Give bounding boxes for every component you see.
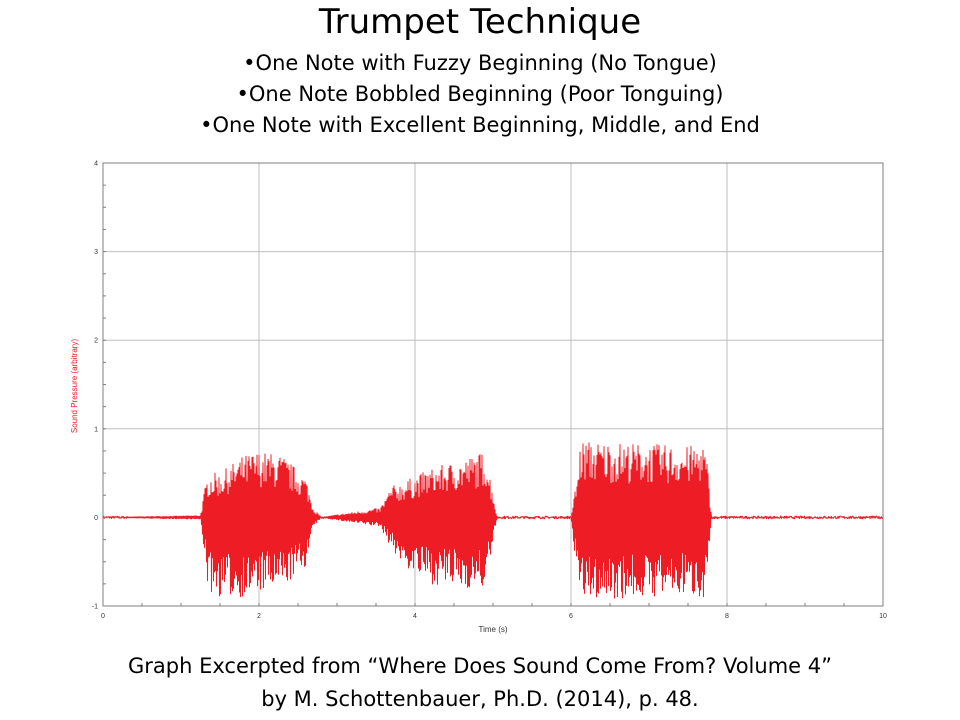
- caption-line-2: by M. Schottenbauer, Ph.D. (2014), p. 48…: [261, 687, 699, 711]
- y-tick-label: 0: [94, 515, 98, 522]
- y-tick-label: -1: [92, 604, 98, 611]
- bullet-list: •One Note with Fuzzy Beginning (No Tongu…: [0, 48, 960, 141]
- y-tick-label: 2: [94, 338, 98, 345]
- y-tick-label: 3: [94, 249, 98, 256]
- x-tick-label: 2: [257, 613, 261, 620]
- figure-caption: Graph Excerpted from “Where Does Sound C…: [0, 650, 960, 716]
- y-tick-label: 4: [94, 161, 98, 168]
- slide-title: Trumpet Technique: [318, 2, 642, 42]
- waveform-series: [102, 442, 884, 599]
- x-tick-label: 0: [101, 613, 105, 620]
- caption-line-1: Graph Excerpted from “Where Does Sound C…: [128, 654, 832, 678]
- x-axis-label: Time (s): [478, 625, 507, 634]
- waveform-trace: [102, 442, 884, 599]
- y-tick-label: 1: [94, 426, 98, 433]
- bullet-excellent-note: •One Note with Excellent Beginning, Midd…: [200, 113, 760, 137]
- x-tick-label: 4: [413, 613, 417, 620]
- x-tick-label: 10: [879, 613, 887, 620]
- x-tick-label: 8: [725, 613, 729, 620]
- y-axis-label: Sound Pressure (arbitrary): [70, 339, 79, 434]
- x-tick-label: 6: [569, 613, 573, 620]
- bullet-bobbled-beginning: •One Note Bobbled Beginning (Poor Tongui…: [236, 82, 724, 106]
- bullet-fuzzy-beginning: •One Note with Fuzzy Beginning (No Tongu…: [243, 51, 717, 75]
